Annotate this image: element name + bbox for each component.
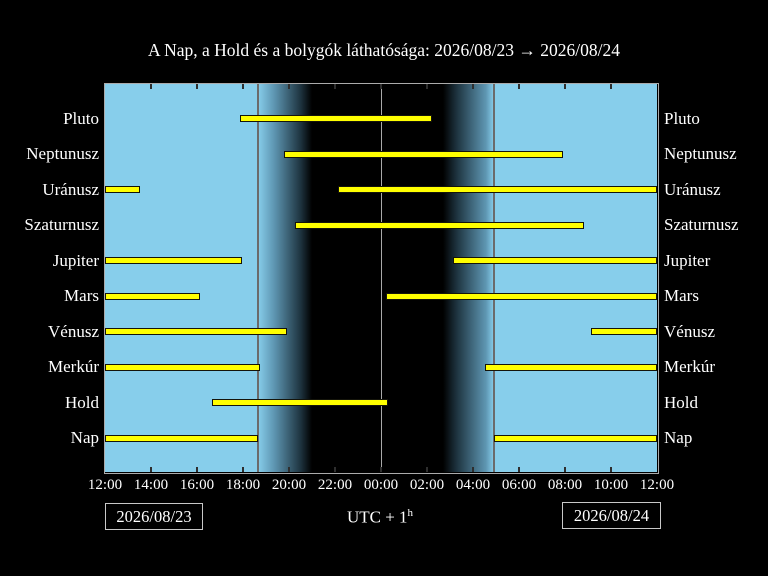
- visibility-bar-jupiter: [105, 257, 243, 264]
- axis-tick-top: [196, 84, 198, 89]
- axis-tick-bottom: [518, 467, 520, 472]
- visibility-bar-merkur: [484, 363, 657, 371]
- axis-tick-top: [564, 84, 566, 89]
- planet-label-left-pluto: Pluto: [63, 108, 99, 128]
- visibility-bar-mars: [386, 292, 657, 300]
- axis-tick-bottom: [242, 467, 244, 472]
- planet-label-right-jupiter: Jupiter: [664, 250, 711, 270]
- planet-label-left-hold: Hold: [65, 392, 99, 412]
- axis-tick-bottom: [610, 467, 612, 472]
- planet-label-right-szaturnusz: Szaturnusz: [664, 215, 739, 234]
- utc-offset-label: UTC + 1h: [280, 507, 480, 528]
- planet-label-right-hold: Hold: [664, 392, 698, 412]
- planet-label-left-neptunusz: Neptunusz: [26, 144, 99, 163]
- axis-tick-bottom: [426, 467, 428, 472]
- planet-label-right-nap: Nap: [664, 428, 693, 447]
- x-tick-label-10-00: 10:00: [593, 477, 629, 493]
- axis-tick-top: [242, 84, 244, 89]
- axis-tick-top: [472, 84, 474, 89]
- planet-label-right-pluto: Pluto: [664, 108, 700, 128]
- utc-offset-text: UTC + 1: [346, 507, 408, 527]
- planet-label-left-nap: Nap: [70, 428, 99, 447]
- planet-label-left-jupiter: Jupiter: [52, 250, 99, 270]
- utc-superscript: h: [407, 507, 414, 519]
- visibility-bar-pluto: [240, 115, 433, 122]
- visibility-bar-neptunusz: [283, 150, 563, 158]
- plot-area: [105, 84, 657, 472]
- visibility-bar-venusz: [590, 328, 657, 335]
- sunrise-line: [492, 84, 495, 472]
- visibility-bar-szaturnusz: [294, 221, 585, 229]
- axis-tick-bottom: [150, 467, 152, 472]
- planet-label-right-venusz: Vénusz: [664, 321, 715, 341]
- visibility-bar-nap: [493, 434, 657, 442]
- date-box-left: 2026/08/23: [105, 503, 203, 530]
- x-tick-label-00-00: 00:00: [363, 477, 399, 493]
- axis-tick-top: [150, 84, 152, 89]
- axis-tick-bottom: [380, 467, 382, 472]
- x-tick-label-06-00: 06:00: [501, 477, 537, 493]
- visibility-bar-hold: [211, 399, 388, 406]
- axis-tick-bottom: [288, 467, 290, 472]
- axis-tick-bottom: [196, 467, 198, 472]
- visibility-bar-venusz: [105, 328, 287, 335]
- planet-label-right-neptunusz: Neptunusz: [664, 144, 737, 163]
- axis-tick-top: [610, 84, 612, 89]
- axis-tick-top: [426, 84, 428, 89]
- planet-label-right-merkur: Merkúr: [664, 357, 715, 376]
- x-tick-label-08-00: 08:00: [547, 477, 583, 493]
- date-box-right: 2026/08/24: [562, 502, 661, 529]
- midnight-line: [380, 84, 382, 472]
- visibility-bar-uranusz: [105, 186, 140, 193]
- x-tick-label-12-00: 12:00: [639, 477, 675, 493]
- planet-label-right-mars: Mars: [664, 286, 699, 305]
- x-tick-label-20-00: 20:00: [271, 477, 307, 493]
- x-tick-label-22-00: 22:00: [317, 477, 353, 493]
- visibility-bar-mars: [105, 292, 200, 300]
- planet-label-left-uranusz: Uránusz: [42, 179, 99, 199]
- x-tick-label-02-00: 02:00: [409, 477, 445, 493]
- x-tick-label-14-00: 14:00: [133, 477, 169, 493]
- x-tick-label-18-00: 18:00: [225, 477, 261, 493]
- x-tick-label-16-00: 16:00: [179, 477, 215, 493]
- visibility-bar-jupiter: [452, 257, 657, 264]
- axis-tick-bottom: [334, 467, 336, 472]
- x-tick-label-12-00: 12:00: [87, 477, 123, 493]
- planet-label-left-szaturnusz: Szaturnusz: [24, 215, 99, 234]
- visibility-bar-nap: [105, 434, 258, 442]
- visibility-bar-merkur: [105, 363, 261, 371]
- planet-label-left-merkur: Merkúr: [48, 357, 99, 376]
- axis-tick-bottom: [472, 467, 474, 472]
- chart-title: A Nap, a Hold és a bolygók láthatósága: …: [148, 40, 620, 60]
- axis-tick-top: [518, 84, 520, 89]
- planet-label-left-venusz: Vénusz: [48, 321, 99, 341]
- axis-tick-top: [380, 84, 382, 89]
- visibility-bar-uranusz: [337, 186, 657, 193]
- axis-tick-top: [288, 84, 290, 89]
- planet-label-left-mars: Mars: [64, 286, 99, 305]
- axis-tick-bottom: [564, 467, 566, 472]
- axis-tick-top: [334, 84, 336, 89]
- planet-label-right-uranusz: Uránusz: [664, 179, 721, 199]
- x-tick-label-04-00: 04:00: [455, 477, 491, 493]
- sunset-line: [256, 84, 259, 472]
